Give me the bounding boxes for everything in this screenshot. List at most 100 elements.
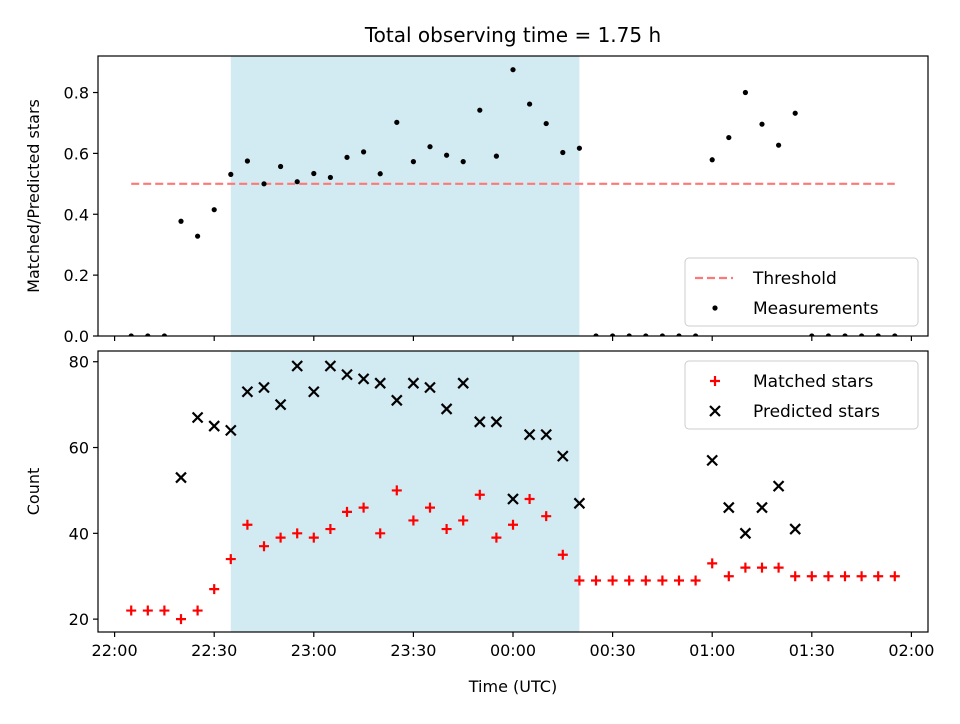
panel-2-series-1-point-45 [856,571,867,582]
panel-1-series-1-point-37 [726,134,732,141]
panel-2-series-2-point-24 [557,450,569,462]
panel-2-series-1-point-26 [541,511,552,522]
panel-2-series-1-point-36 [707,558,718,569]
panel-2-ytick-label-3: 60 [69,439,89,458]
panel-2-ytick-label-4: 80 [69,353,89,372]
panel-1-ylabel: Matched/Predicted stars [24,99,43,293]
panel-2-series-2-point-25 [573,497,586,510]
panel-2-series-2-point-26 [706,454,718,467]
panel-1-series-1-point-21 [460,159,466,165]
panel-2-legend-box [684,360,919,430]
panel-1-series-1-point-35 [693,333,699,336]
panel-2-series-1-point-2 [142,605,153,616]
panel-2-series-1 [126,485,900,625]
panel-2-series-1-point-17 [391,485,402,496]
panel-2-series-1-point-29 [591,575,601,586]
panel-2-xtick-label-2: 22:30 [191,641,237,660]
panel-2-series-1-point-31 [624,575,635,586]
panel-2-series-2-point-18 [457,377,469,389]
panel-1-ytick-label-1: 0.0 [64,327,89,346]
panel-2-series-1-point-22 [474,489,485,500]
panel-1-series-1-point-6 [211,207,217,213]
panel-2-ylabel: Count [24,468,43,516]
panel-2-xlabel: Time (UTC) [468,677,557,696]
panel-2-series-1-point-14 [342,506,352,517]
panel-1-series-1-point-23 [493,153,499,159]
panel-2-series-1-point-27 [557,549,568,560]
panel-1-series-1 [128,67,898,336]
panel-2-series-1-point-16 [375,528,386,539]
panel-2-series-1-point-19 [425,502,435,513]
panel-2-series-2-point-13 [374,377,386,389]
panel-1-series-1-point-13 [327,174,333,181]
panel-2-series-1-point-35 [690,575,701,586]
panel-2-xtick-label-4: 23:30 [390,641,436,660]
panel-2-series-2-point-4 [225,424,237,437]
panel-1-series-1-point-44 [842,333,848,336]
panel-2-legend-label-2: Predicted stars [753,402,880,422]
panel-1-series-1-point-30 [610,333,616,336]
panel-2-series-2-point-6 [258,381,270,394]
panel-2-series-2-point-2 [191,411,204,424]
panel-1-series-1-point-1 [128,333,134,336]
panel-1-series-1-point-8 [244,158,250,164]
panel-2-series-2-point-5 [241,385,254,398]
panel-1-series-1-point-18 [410,159,416,165]
panel-2-series-2-point-28 [739,527,752,540]
panel-1-series-1-point-29 [593,333,599,336]
panel-1-series-1-point-24 [510,67,516,73]
panel-1-series-1-point-41 [792,110,798,116]
panel-1-series-1-point-10 [278,163,284,170]
panel-1-ytick-label-4: 0.6 [64,144,89,163]
panel-2-xtick-label-1: 22:00 [92,641,138,660]
panel-1-series-1-point-36 [709,157,715,163]
panel-2-series-1-point-9 [259,541,269,552]
panel-2-series-1-point-44 [840,571,850,582]
panel-2-series-1-point-6 [209,584,220,595]
panel-2-series-2-point-16 [424,381,436,394]
panel-2-xtick-label-7: 01:00 [689,641,735,660]
panel-2-series-1-point-41 [790,571,801,582]
panel-1-ytick-label-3: 0.4 [64,205,89,224]
panel-2-series-2-point-14 [391,394,403,407]
panel-1-series-1-point-3 [161,333,167,336]
panel-1-series-1-point-11 [294,179,300,185]
panel-1-ytick-label-5: 0.8 [64,84,89,103]
panel-2-series-1-point-8 [242,519,253,530]
panel-2-series-1-point-12 [308,532,319,543]
panel-2-series-2-point-22 [523,428,536,441]
panel-1-legend-box [684,257,919,327]
panel-1-series-1-point-46 [875,333,881,336]
panel-2-series-2-point-30 [772,480,785,492]
panel-2-series-1-point-40 [773,562,784,573]
panel-2-series-2-point-7 [274,398,287,411]
panel-1-series-1-point-47 [892,333,898,336]
panel-2-series-1-point-1 [126,605,137,616]
panel-2-series-2-point-10 [324,360,337,372]
panel-1-series-1-point-16 [377,171,383,177]
panel-1-ytick-label-2: 0.2 [64,266,89,285]
panel-2-xtick-label-6: 00:30 [590,641,636,660]
panel-2-series-1-point-38 [740,562,751,573]
panel-2-series-1-point-34 [674,575,684,586]
panel-2-series-1-point-13 [325,524,336,535]
panel-1-series-1-point-15 [361,149,367,155]
panel-2-series-1-point-15 [358,502,369,513]
panel-2-series-1-point-47 [889,571,900,582]
panel-1-series-1-point-5 [195,233,201,239]
panel-2-xtick-label-9: 02:00 [888,641,934,660]
panel-2-series-2-point-11 [341,368,353,381]
panel-1-series-1-point-17 [394,119,400,125]
panel-2-series-1-point-28 [574,575,585,586]
panel-1-series-1-point-19 [427,144,433,150]
panel-1-series-1-point-32 [643,333,649,336]
panel-1-legend-label-2: Measurements [753,299,879,319]
panel-2-series-1-point-25 [524,494,535,505]
panel-2-series-1-point-7 [225,554,236,565]
panel-2-series-1-point-39 [757,562,767,573]
panel-2-xtick-label-5: 00:00 [490,641,536,660]
panel-1-series-1-point-38 [742,89,749,96]
panel-1-series-1-point-31 [626,333,632,336]
panel-2-series-2-point-21 [507,493,519,505]
